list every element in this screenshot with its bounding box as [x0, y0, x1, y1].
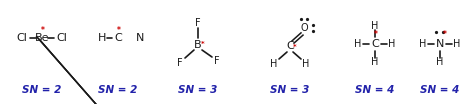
Text: F: F	[195, 18, 201, 28]
Text: Cl: Cl	[56, 33, 67, 43]
Text: Cl: Cl	[17, 33, 27, 43]
Text: *: *	[374, 30, 378, 40]
Text: H: H	[371, 57, 379, 67]
Text: *: *	[117, 25, 121, 35]
Text: H: H	[354, 39, 362, 49]
Text: F: F	[214, 56, 220, 66]
Text: *: *	[443, 30, 447, 40]
Text: H: H	[371, 21, 379, 31]
Text: F: F	[177, 58, 183, 68]
Text: SN = 4: SN = 4	[356, 85, 395, 95]
Text: C: C	[286, 41, 294, 51]
Text: H: H	[453, 39, 461, 49]
Text: C: C	[371, 39, 379, 49]
Text: H: H	[419, 39, 427, 49]
Text: SN = 2: SN = 2	[98, 85, 137, 95]
Text: Be: Be	[35, 33, 49, 43]
Text: H: H	[436, 57, 444, 67]
Text: H: H	[98, 33, 106, 43]
Text: O: O	[300, 23, 308, 33]
Text: *: *	[201, 41, 205, 47]
Text: H: H	[302, 59, 310, 69]
Text: SN = 3: SN = 3	[270, 85, 310, 95]
Text: H: H	[270, 59, 278, 69]
Text: SN = 3: SN = 3	[178, 85, 218, 95]
Text: SN = 2: SN = 2	[22, 85, 62, 95]
Text: SN = 4: SN = 4	[420, 85, 460, 95]
Text: N: N	[136, 33, 144, 43]
Text: *: *	[41, 25, 45, 35]
Text: N: N	[436, 39, 444, 49]
Text: B: B	[194, 40, 202, 50]
Text: H: H	[388, 39, 396, 49]
Text: *: *	[293, 44, 297, 50]
Text: C: C	[114, 33, 122, 43]
